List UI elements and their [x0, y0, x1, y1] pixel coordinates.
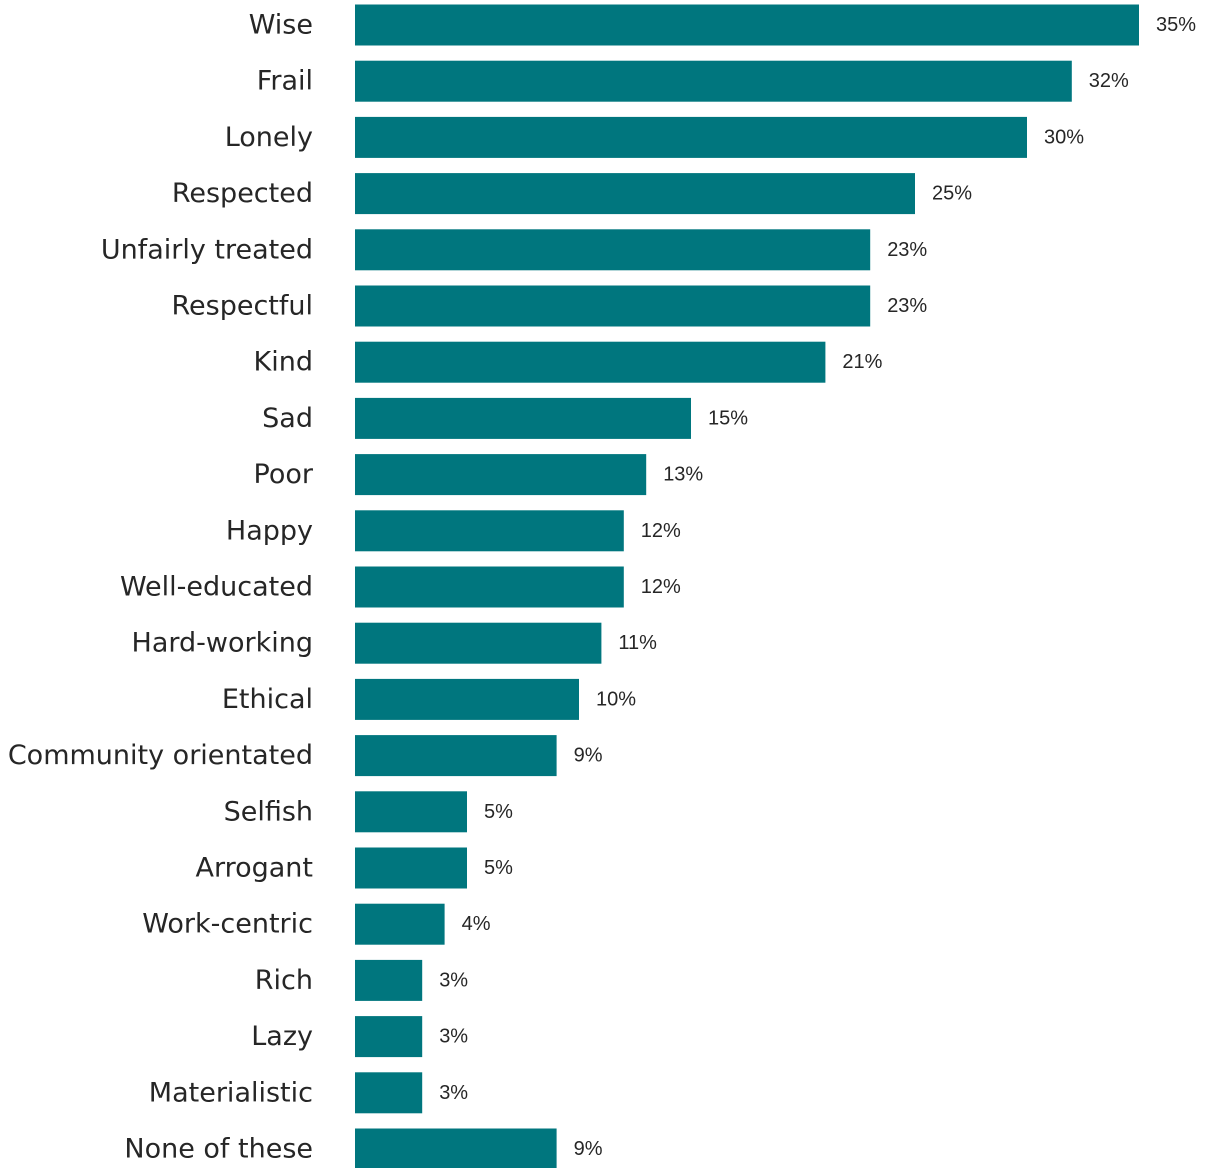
value-label: 9%	[574, 745, 603, 767]
bar-rich	[355, 959, 423, 1001]
value-labels: 35% 32% 30% 25% 23% 23% 21% 15% 13% 12% 12% 11% 10% 9…	[439, 14, 1196, 1160]
category-label: Frail	[257, 66, 313, 97]
value-label: 23%	[887, 239, 927, 261]
value-label: 13%	[663, 464, 703, 486]
bar-wise	[355, 4, 1139, 46]
value-label: 9%	[574, 1138, 603, 1160]
category-label: None of these	[124, 1134, 313, 1165]
category-label: Happy	[226, 515, 313, 546]
category-label: Wise	[249, 10, 313, 41]
category-labels: Wise Frail Lonely Respected Unfairly treated…	[8, 10, 314, 1165]
category-label: Unfairly treated	[101, 234, 313, 265]
value-label: 12%	[641, 520, 681, 542]
category-label: Well-educated	[120, 572, 313, 603]
value-label: 32%	[1089, 70, 1129, 92]
value-label: 30%	[1044, 126, 1084, 148]
category-label: Poor	[254, 459, 314, 490]
value-label: 5%	[484, 801, 513, 823]
value-label: 10%	[596, 688, 636, 710]
bar-happy	[355, 510, 624, 552]
bar-kind	[355, 341, 826, 383]
category-label: Rich	[255, 965, 313, 996]
bar-well-educated	[355, 566, 624, 608]
bar-hard-working	[355, 622, 602, 664]
category-label: Selfish	[224, 796, 313, 827]
category-label: Kind	[254, 347, 313, 378]
bar-ethical	[355, 678, 579, 720]
value-label: 12%	[641, 576, 681, 598]
bar-community-orientated	[355, 735, 557, 777]
bar-lonely	[355, 116, 1027, 158]
bar-respected	[355, 173, 915, 215]
value-label: 5%	[484, 857, 513, 879]
category-label: Respected	[172, 178, 313, 209]
value-label: 3%	[439, 969, 468, 991]
bar-materialistic	[355, 1072, 423, 1114]
bar-selfish	[355, 791, 467, 833]
value-label: 3%	[439, 1082, 468, 1104]
category-label: Hard-working	[132, 628, 313, 659]
value-label: 11%	[618, 632, 657, 654]
bar-arrogant	[355, 847, 467, 889]
bar-respectful	[355, 285, 871, 327]
category-label: Work-centric	[142, 909, 313, 940]
value-label: 4%	[462, 913, 491, 935]
category-label: Lazy	[251, 1021, 313, 1052]
value-label: 23%	[887, 295, 927, 317]
value-label: 15%	[708, 407, 748, 429]
bar-frail	[355, 60, 1072, 102]
bar-sad	[355, 397, 691, 439]
bar-lazy	[355, 1016, 423, 1058]
value-label: 35%	[1156, 14, 1196, 36]
category-label: Ethical	[222, 684, 313, 715]
category-label: Materialistic	[149, 1077, 313, 1108]
category-label: Community orientated	[8, 740, 313, 771]
bar-none-of-these	[355, 1128, 557, 1168]
bars-layer	[355, 4, 1139, 1168]
category-label: Respectful	[171, 291, 313, 322]
bar-unfairly-treated	[355, 229, 871, 271]
bar-poor	[355, 454, 647, 496]
category-label: Lonely	[225, 122, 313, 153]
value-label: 21%	[842, 351, 882, 373]
value-label: 25%	[932, 183, 972, 205]
value-label: 3%	[439, 1026, 468, 1048]
category-label: Arrogant	[195, 853, 313, 884]
category-label: Sad	[262, 403, 313, 434]
bar-work-centric	[355, 903, 445, 945]
